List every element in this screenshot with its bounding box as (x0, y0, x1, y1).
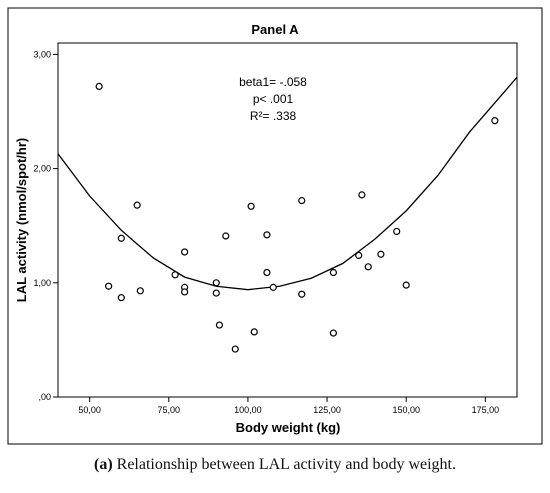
data-point (247, 202, 255, 210)
annotation-r2: R²= .338 (250, 109, 297, 123)
x-tick-label: 150,00 (392, 405, 420, 415)
data-point (329, 329, 337, 337)
data-point (263, 268, 271, 277)
data-point (491, 117, 499, 125)
y-tick-label: 2,00 (33, 164, 51, 174)
figure-caption: (a) Relationship between LAL activity an… (0, 456, 550, 474)
data-point (212, 279, 220, 287)
fit-curve (58, 76, 517, 291)
data-point (136, 287, 144, 295)
data-point (181, 288, 189, 296)
data-point (269, 283, 277, 291)
plot-area (57, 42, 518, 398)
y-axis: ,00 1,00 2,00 3,00 (33, 49, 58, 402)
data-point (215, 321, 224, 329)
caption-text: Relationship between LAL activity and bo… (112, 456, 456, 473)
data-point (377, 250, 385, 258)
data-point (364, 263, 372, 271)
data-point (105, 282, 113, 290)
annotation-beta: beta1= -.058 (239, 75, 307, 89)
data-point (171, 271, 179, 279)
chart-title: Panel A (251, 22, 299, 37)
data-point (329, 268, 337, 277)
data-point (355, 251, 363, 259)
data-point (250, 328, 258, 336)
data-point (298, 196, 306, 205)
data-point (298, 290, 306, 298)
data-point (263, 231, 271, 239)
y-axis-label: LAL activity (nmol/spot/hr) (14, 138, 29, 302)
data-point (393, 227, 401, 236)
data-point (231, 345, 239, 353)
data-point (95, 82, 103, 90)
data-point (222, 232, 230, 240)
x-tick-label: 50,00 (78, 405, 101, 415)
stats-annotation: beta1= -.058 p< .001 R²= .338 (239, 75, 307, 123)
data-point (402, 281, 410, 289)
annotation-p: p< .001 (253, 92, 294, 106)
y-tick-label: ,00 (38, 392, 51, 402)
scatter-chart: Panel A ,00 1,00 2,00 3,00 50,00 75,00 100,00… (7, 7, 543, 445)
x-tick-label: 175,00 (472, 405, 500, 415)
x-tick-label: 75,00 (158, 405, 181, 415)
data-point (358, 191, 366, 199)
x-axis-label: Body weight (kg) (236, 420, 341, 435)
caption-label: (a) (94, 456, 113, 473)
data-point (117, 234, 125, 242)
x-tick-label: 125,00 (313, 405, 341, 415)
data-point (133, 201, 141, 209)
x-tick-label: 100,00 (234, 405, 262, 415)
points-layer (95, 82, 499, 353)
y-tick-label: 1,00 (33, 278, 51, 288)
fit-line-layer (58, 76, 517, 291)
data-point (212, 289, 220, 297)
data-point (117, 294, 125, 302)
data-point (181, 248, 189, 256)
y-tick-label: 3,00 (33, 49, 51, 59)
x-axis: 50,00 75,00 100,00 125,00 150,00 175,00 (78, 397, 499, 415)
